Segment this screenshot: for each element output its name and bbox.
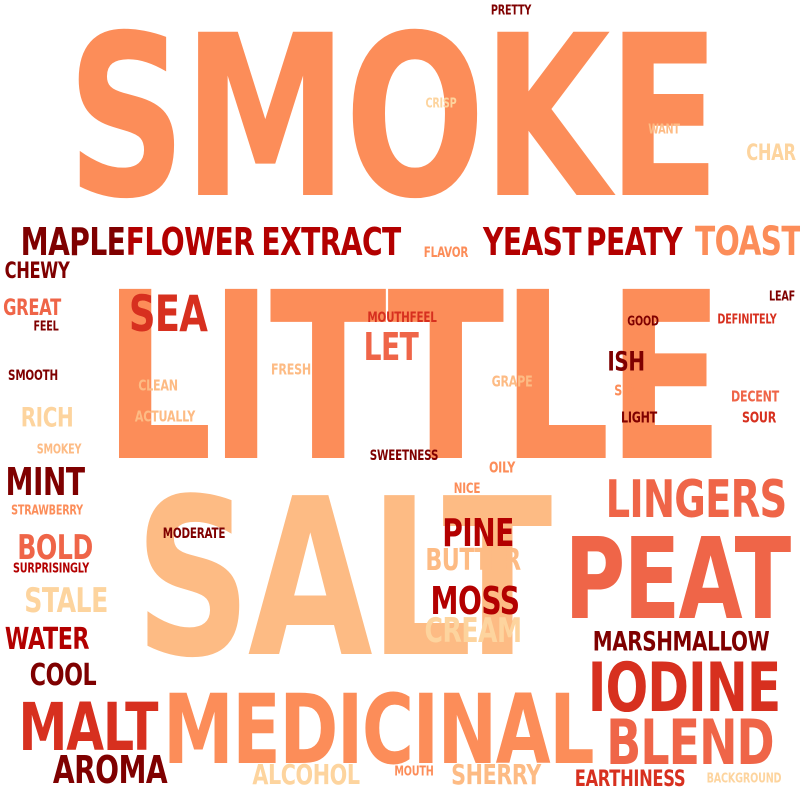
word-surprisingly: SURPRISINGLY xyxy=(13,561,89,577)
word-mint: MINT xyxy=(5,460,85,504)
word-smoke: SMOKE xyxy=(66,0,721,248)
word-flower: FLOWER xyxy=(125,220,255,264)
word-pine: PINE xyxy=(442,511,514,555)
word-sour: SOUR xyxy=(741,408,777,427)
word-good: GOOD xyxy=(627,314,659,330)
word-moderate: MODERATE xyxy=(162,526,226,542)
word-clean: CLEAN xyxy=(138,376,178,395)
word-smooth: SMOOTH xyxy=(8,368,58,384)
word-definitely: DEFINITELY xyxy=(717,312,777,328)
word-grape: GRAPE xyxy=(491,372,533,391)
word-toast: TOAST xyxy=(694,219,800,265)
word-lingers: LINGERS xyxy=(605,470,788,530)
word-yeast: YEAST xyxy=(483,220,582,264)
word-salt: SALT xyxy=(134,453,552,706)
word-cool: COOL xyxy=(29,658,97,693)
word-let: LET xyxy=(363,325,419,369)
word-want: WANT xyxy=(648,122,680,138)
word-moss: MOSS xyxy=(430,579,520,623)
word-flavor: FLAVOR xyxy=(423,245,469,261)
word-mouthfeel: MOUTHFEEL xyxy=(367,310,437,326)
word-fresh: FRESH xyxy=(271,360,311,379)
word-great: GREAT xyxy=(3,296,61,321)
word-rich: RICH xyxy=(20,402,74,434)
word-butter: BUTTER xyxy=(425,543,521,578)
word-background: BACKGROUND xyxy=(706,771,782,787)
word-sea: SEA xyxy=(128,285,208,343)
word-smokey: SMOKEY xyxy=(36,442,82,458)
word-aroma: AROMA xyxy=(52,748,168,792)
word-nice: NICE xyxy=(453,481,481,497)
word-earthiness: EARTHINESS xyxy=(574,767,686,792)
word-mouth: MOUTH xyxy=(394,764,434,780)
word-decent: DECENT xyxy=(730,387,780,406)
word-actually: ACTUALLY xyxy=(134,407,196,426)
word-char: CHAR xyxy=(746,141,796,166)
word-sherry: SHERRY xyxy=(451,758,541,791)
word-water: WATER xyxy=(4,622,90,657)
word-chewy: CHEWY xyxy=(4,259,70,284)
word-sip: SIP xyxy=(614,381,634,400)
word-oily: OILY xyxy=(488,458,516,477)
word-ish: ISH xyxy=(607,346,645,378)
word-medicinal: MEDICINAL xyxy=(162,674,595,786)
word-sweetness: SWEETNESS xyxy=(369,448,439,464)
word-leaf: LEAF xyxy=(769,289,795,305)
word-cream: CREAM xyxy=(424,611,522,651)
word-little: LITTLE xyxy=(103,243,724,513)
word-pretty: PRETTY xyxy=(490,3,532,19)
word-peaty: PEATY xyxy=(585,220,683,264)
word-peat: PEAT xyxy=(564,515,792,645)
word-extract: EXTRACT xyxy=(261,220,401,264)
word-feel: FEEL xyxy=(33,319,59,335)
word-maple: MAPLE xyxy=(20,220,126,264)
word-alcohol: ALCOHOL xyxy=(252,758,360,791)
word-iodine: IODINE xyxy=(587,649,781,728)
word-stale: STALE xyxy=(24,581,108,621)
word-marshmallow: MARSHMALLOW xyxy=(592,626,770,658)
word-bold: BOLD xyxy=(17,528,93,568)
word-blend: BLEND xyxy=(606,706,774,779)
word-malt: MALT xyxy=(18,689,159,766)
word-crisp: CRISP xyxy=(425,96,457,112)
word-strawberry: STRAWBERRY xyxy=(11,503,83,519)
word-light: LIGHT xyxy=(620,408,658,427)
